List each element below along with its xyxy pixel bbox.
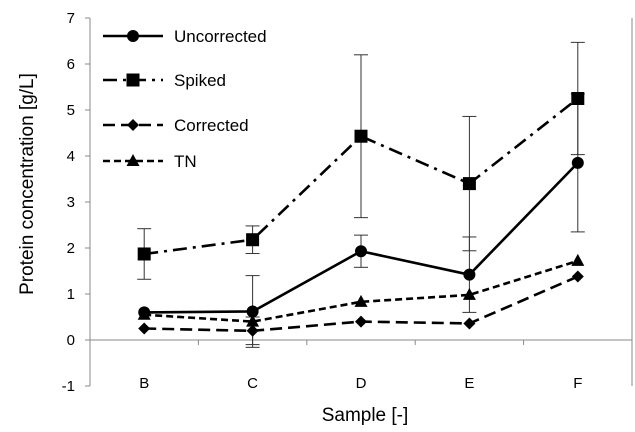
legend-item-corrected: Corrected: [103, 116, 249, 135]
legend-label: Spiked: [174, 71, 226, 90]
y-tick-label: 3: [67, 194, 75, 211]
data-point-tn: [354, 294, 368, 307]
data-point-spiked: [246, 233, 260, 247]
data-point-spiked: [462, 177, 476, 191]
data-point-corrected: [355, 315, 367, 328]
legend-marker: [126, 73, 140, 87]
legend: Uncorrected Spiked Corrected TN: [103, 27, 267, 171]
x-tick-label: F: [573, 375, 582, 392]
series-lines: [137, 92, 585, 337]
series-corrected: [138, 270, 584, 337]
data-point-corrected: [463, 317, 476, 330]
legend-label: Uncorrected: [174, 27, 267, 46]
data-point-uncorrected: [463, 268, 476, 281]
y-tick-label: 6: [67, 56, 75, 73]
data-point-tn: [462, 287, 476, 300]
y-tick-label: 5: [67, 102, 75, 119]
data-point-tn: [137, 307, 151, 320]
y-tick-label: 4: [67, 148, 75, 165]
legend-item-uncorrected: Uncorrected: [103, 27, 267, 46]
legend-marker: [126, 154, 140, 166]
legend-marker: [127, 119, 139, 131]
legend-marker: [127, 30, 139, 42]
data-point-spiked: [571, 92, 585, 105]
data-point-corrected: [138, 322, 151, 335]
data-point-uncorrected: [355, 245, 367, 258]
series-tn: [137, 253, 585, 327]
data-point-tn: [571, 253, 585, 266]
data-point-uncorrected: [571, 156, 584, 169]
y-tick-label: 7: [67, 10, 75, 27]
data-point-tn: [246, 314, 260, 327]
y-axis-ticks: -1 0 1 2 3 4 5 6 7: [62, 10, 90, 395]
data-point-uncorrected: [246, 305, 259, 318]
x-tick-label: D: [356, 375, 367, 392]
data-point-spiked: [137, 247, 151, 261]
data-point-corrected: [571, 270, 584, 283]
legend-label: Corrected: [174, 116, 249, 135]
series-line-tn: [144, 259, 579, 323]
x-axis-ticks: B C D E F: [89, 340, 633, 392]
data-point-corrected: [246, 324, 259, 337]
x-tick-label: C: [247, 375, 258, 392]
y-tick-label: 2: [67, 240, 75, 257]
y-tick-label: 1: [67, 286, 75, 303]
legend-item-tn: TN: [103, 152, 197, 171]
y-tick-label: 0: [67, 332, 75, 349]
legend-label: TN: [174, 152, 197, 171]
legend-item-spiked: Spiked: [103, 71, 226, 90]
x-tick-label: B: [139, 375, 149, 392]
series-spiked: [137, 92, 585, 261]
x-tick-label: E: [464, 375, 474, 392]
x-axis-title: Sample [-]: [322, 405, 409, 426]
data-point-spiked: [354, 129, 368, 143]
y-tick-label: -1: [62, 378, 75, 395]
y-axis-title: Protein concentration [g/L]: [17, 73, 38, 295]
